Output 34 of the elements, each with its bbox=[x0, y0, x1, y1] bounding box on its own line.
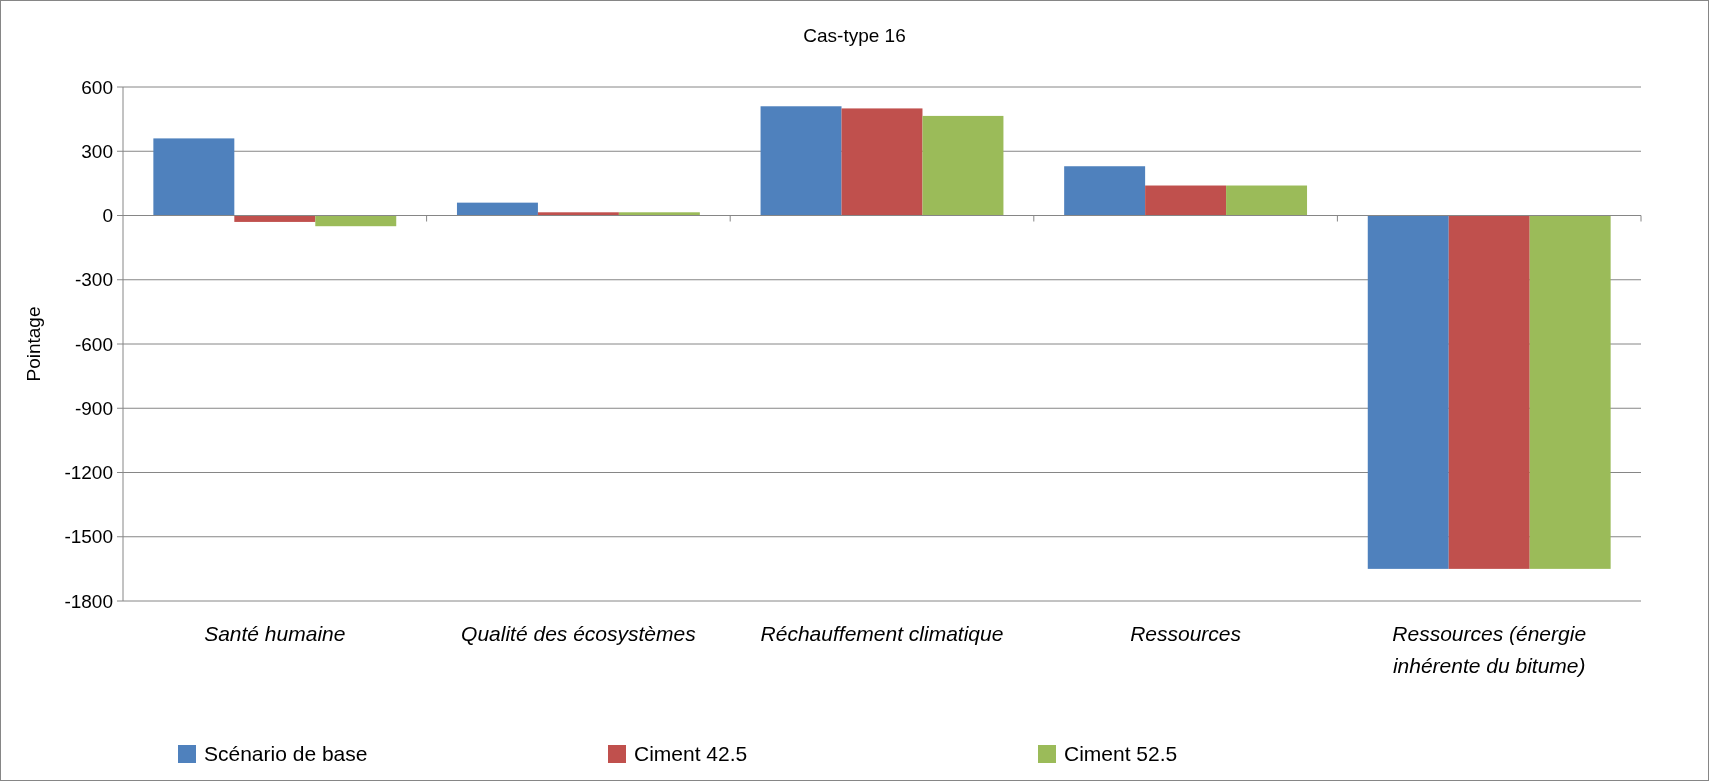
x-tick-label: Ressources bbox=[1130, 622, 1242, 645]
y-tick-label: -1800 bbox=[64, 590, 113, 612]
legend-label: Ciment 52.5 bbox=[1064, 742, 1178, 766]
legend-label: Scénario de base bbox=[204, 742, 368, 766]
bar bbox=[1448, 215, 1530, 569]
bar bbox=[315, 215, 397, 227]
bar bbox=[1529, 215, 1611, 569]
y-tick-label: 300 bbox=[81, 140, 113, 162]
legend-label: Ciment 42.5 bbox=[634, 742, 748, 766]
bar bbox=[618, 212, 700, 216]
bar bbox=[841, 108, 923, 216]
y-tick-label: 0 bbox=[102, 205, 113, 227]
y-tick-label: -600 bbox=[74, 333, 113, 355]
x-tick-label: Ressources (énergie inhérente du bitume) bbox=[1392, 622, 1587, 677]
y-tick-label: -300 bbox=[74, 269, 113, 291]
y-tick-label: -900 bbox=[74, 397, 113, 419]
x-tick-label: Santé humaine bbox=[204, 622, 346, 645]
bar bbox=[1226, 185, 1308, 216]
bar bbox=[760, 106, 842, 216]
bar bbox=[1367, 215, 1449, 569]
y-tick-label: -1200 bbox=[64, 462, 113, 484]
y-axis-title: Pointage bbox=[23, 306, 44, 382]
y-tick-label: -1500 bbox=[64, 526, 113, 548]
bar bbox=[1064, 166, 1146, 216]
x-tick-label: Réchauffement climatique bbox=[760, 622, 1004, 645]
y-tick-label: 600 bbox=[81, 76, 113, 98]
bar bbox=[537, 212, 619, 216]
chart-title: Cas-type 16 bbox=[803, 25, 906, 46]
x-tick-label: Qualité des écosystèmes bbox=[461, 622, 697, 645]
bar bbox=[153, 138, 235, 216]
bar bbox=[234, 215, 316, 222]
bar bbox=[922, 115, 1004, 216]
bar bbox=[456, 202, 538, 216]
bar bbox=[1145, 185, 1227, 216]
